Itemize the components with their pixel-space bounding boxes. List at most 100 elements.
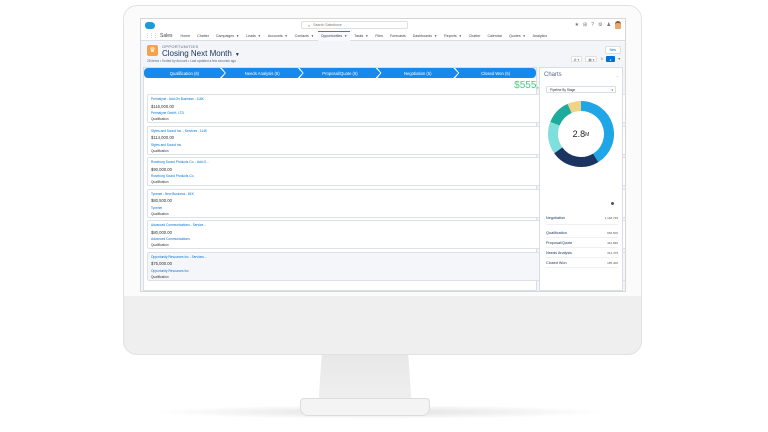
donut-segment-qualification[interactable] bbox=[554, 147, 599, 167]
opportunity-name-link[interactable]: Opportunity Resources Inc - Services... bbox=[151, 254, 207, 259]
stage-negotiation[interactable]: Negotiation (5) bbox=[377, 68, 459, 78]
legend-row[interactable]: Closed Won 185,400 bbox=[546, 258, 618, 268]
chart-legend: Negotiation 1,148,799 Qualification 666,500… bbox=[546, 212, 618, 268]
chevron-down-icon[interactable]: ▼ bbox=[344, 34, 348, 38]
legend-row[interactable]: Proposal/Quote 442,899 bbox=[546, 238, 618, 248]
chevron-down-icon[interactable]: ▼ bbox=[458, 33, 462, 38]
pipeline-donut-chart[interactable]: 2.8 M bbox=[546, 99, 616, 169]
nav-item-home[interactable]: Home bbox=[181, 31, 191, 41]
opportunity-crown-icon: ♛ bbox=[147, 45, 158, 56]
setup-gear-icon[interactable]: ⚙ bbox=[598, 22, 603, 28]
opportunity-amount: $114,000.00 bbox=[151, 135, 174, 140]
nav-item-label: Quotes bbox=[509, 33, 521, 38]
stage-closed[interactable]: Closed Won (5) bbox=[455, 68, 536, 78]
chevron-down-icon: ▼ bbox=[234, 52, 240, 58]
chart-menu-dot-icon[interactable] bbox=[611, 202, 614, 205]
nav-item-leads[interactable]: Leads ▼ bbox=[246, 31, 261, 41]
collapse-arrow-icon[interactable]: → bbox=[615, 73, 619, 78]
donut-segment-proposal-quote[interactable] bbox=[548, 121, 563, 154]
donut-segment-negotiation[interactable] bbox=[580, 101, 614, 163]
display-as-icon[interactable]: ▦ ▾ bbox=[585, 56, 598, 62]
legend-value: 442,899 bbox=[607, 240, 618, 245]
add-icon[interactable]: ⊞ bbox=[583, 22, 588, 28]
list-settings-gear-icon[interactable]: ⚙ ▾ bbox=[570, 56, 583, 62]
nav-item-forecasts[interactable]: Forecasts bbox=[390, 31, 406, 41]
opportunity-name-link[interactable]: Permalyne - Add-On Business - 116K bbox=[151, 97, 204, 101]
star-icon[interactable]: ★ bbox=[574, 22, 580, 28]
account-name-link[interactable]: Roseburg Sound Products Co. bbox=[151, 174, 195, 178]
opportunity-amount: $80,500.00 bbox=[151, 198, 172, 203]
filter-icon[interactable]: ▼ bbox=[617, 57, 621, 61]
global-search-input[interactable]: ⌕ Search Salesforce bbox=[301, 21, 408, 29]
global-header: ⌕ Search Salesforce ★ ⊞ ? ⚙ ♟ bbox=[141, 19, 625, 31]
stage-needs[interactable]: Needs Analysis (6) bbox=[221, 68, 303, 78]
nav-item-label: Calendar bbox=[487, 33, 503, 38]
charts-panel: Charts → Pipeline By Stage ▾ 2.8 M Negoti… bbox=[539, 67, 623, 291]
nav-item-reports[interactable]: Reports ▼ bbox=[444, 31, 462, 41]
nav-item-tasks[interactable]: Tasks ▼ bbox=[354, 31, 368, 41]
salesforce-logo-icon[interactable] bbox=[145, 21, 155, 29]
account-name-link[interactable]: Styles and Sound Inc. bbox=[151, 142, 183, 147]
opportunity-stage: Qualification bbox=[151, 148, 169, 153]
nav-item-campaigns[interactable]: Campaigns ▼ bbox=[216, 31, 239, 41]
account-name-link[interactable]: Opportunity Resources Inc bbox=[151, 268, 189, 273]
opportunity-amount: $90,000.00 bbox=[151, 166, 172, 172]
user-avatar[interactable] bbox=[615, 21, 621, 29]
account-name-link[interactable]: Advanced Communications bbox=[151, 237, 190, 241]
chevron-down-icon[interactable]: ▼ bbox=[284, 33, 288, 38]
nav-item-opportunities[interactable]: Opportunities ▼ bbox=[317, 30, 351, 41]
refresh-icon[interactable]: ↻ bbox=[600, 57, 604, 61]
legend-row[interactable]: Qualification 666,500 bbox=[546, 228, 618, 238]
nav-item-label: Contacts bbox=[294, 33, 309, 38]
charts-toggle-icon[interactable]: ◕ bbox=[606, 56, 615, 62]
new-button[interactable]: New bbox=[604, 46, 621, 54]
stage-qualification[interactable]: Qualification (6) bbox=[144, 68, 225, 78]
nav-item-label: Home bbox=[180, 33, 191, 38]
nav-item-quotes[interactable]: Quotes ▼ bbox=[509, 31, 526, 41]
donut-segment-needs-analysis[interactable] bbox=[550, 103, 572, 126]
opportunity-name-link[interactable]: Advanced Communications - Service... bbox=[151, 223, 206, 227]
opportunity-stage: Qualification bbox=[151, 211, 169, 216]
legend-value: 666,500 bbox=[607, 230, 618, 235]
chart-type-selected: Pipeline By Stage bbox=[550, 88, 576, 92]
nav-item-files[interactable]: Files bbox=[375, 31, 383, 41]
chevron-down-icon[interactable]: ▼ bbox=[434, 33, 438, 38]
opportunity-name-link[interactable]: Roseburg Sound Products Co. - Add-O... bbox=[151, 160, 209, 164]
list-view-controls: ⚙ ▾ ▦ ▾ ↻ ◕ ▼ bbox=[570, 56, 621, 62]
nav-item-accounts[interactable]: Accounts ▼ bbox=[268, 31, 288, 41]
donut-segment-closed-won[interactable] bbox=[567, 101, 582, 114]
nav-item-contacts[interactable]: Contacts ▼ bbox=[295, 31, 314, 41]
app-launcher-icon[interactable]: ⋮⋮⋮ bbox=[145, 32, 158, 39]
chevron-down-icon[interactable]: ▼ bbox=[365, 33, 369, 38]
chart-type-select[interactable]: Pipeline By Stage ▾ bbox=[546, 86, 616, 93]
chevron-down-icon[interactable]: ▼ bbox=[522, 33, 526, 38]
opportunity-name-link[interactable]: Tycenet - New Business - 81K bbox=[151, 191, 194, 196]
nav-item-chatter[interactable]: Chatter bbox=[197, 31, 209, 41]
list-view-selector[interactable]: Closing Next Month ▼ bbox=[162, 49, 240, 58]
opportunity-amount: $80,000.00 bbox=[151, 229, 172, 235]
nav-item-label: Chatter bbox=[197, 33, 209, 38]
legend-label: Qualification bbox=[546, 230, 567, 235]
account-name-link[interactable]: Permalyne GmbH, LTD bbox=[151, 111, 184, 115]
nav-item-dashboards[interactable]: Dashboards ▼ bbox=[413, 31, 437, 41]
account-name-link[interactable]: Tycenet bbox=[151, 205, 163, 210]
chevron-down-icon[interactable]: ▼ bbox=[257, 33, 261, 38]
donut-svg bbox=[548, 101, 614, 167]
nav-item-calendar[interactable]: Calendar bbox=[487, 31, 502, 41]
nav-item-chatter[interactable]: Chatter bbox=[469, 31, 481, 41]
stage-proposalquote[interactable]: Proposal/Quote (6) bbox=[299, 68, 381, 78]
nav-item-label: Accounts bbox=[267, 33, 283, 38]
notifications-bell-icon[interactable]: ♟ bbox=[606, 22, 611, 28]
donut-center-total: 2.8 M bbox=[572, 129, 590, 139]
nav-item-analytics[interactable]: Analytics bbox=[533, 31, 547, 41]
nav-item-label: Campaigns bbox=[215, 33, 235, 38]
search-placeholder: Search Salesforce bbox=[313, 23, 342, 27]
legend-row[interactable]: Negotiation 1,148,799 bbox=[546, 212, 618, 225]
legend-row[interactable]: Needs Analysis 344,478 bbox=[546, 248, 618, 258]
opportunity-name-link[interactable]: Styles and Sound Inc. - Services - 114K bbox=[151, 128, 208, 133]
chevron-down-icon[interactable]: ▼ bbox=[236, 33, 240, 38]
chevron-down-icon[interactable]: ▼ bbox=[310, 33, 314, 38]
help-icon[interactable]: ? bbox=[591, 22, 595, 28]
app-name: Sales bbox=[160, 32, 173, 39]
